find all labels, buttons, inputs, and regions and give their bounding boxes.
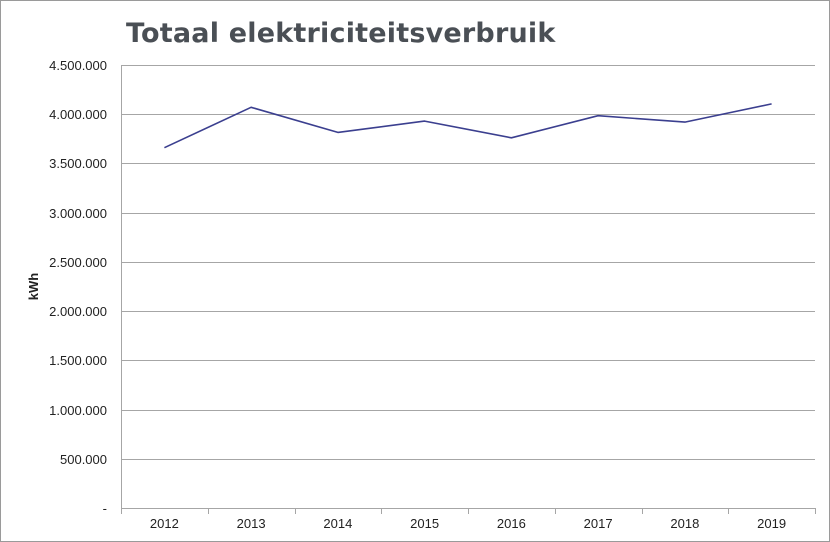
x-tick-label: 2013 — [237, 516, 266, 531]
data-point — [422, 119, 427, 124]
y-axis-label: kWh — [26, 273, 41, 301]
y-tick-label: 1.000.000 — [49, 403, 107, 418]
x-tick-label: 2019 — [757, 516, 786, 531]
data-point — [769, 101, 774, 106]
x-tick-label: 2016 — [497, 516, 526, 531]
x-tick-label: 2018 — [670, 516, 699, 531]
x-tick-label: 2012 — [150, 516, 179, 531]
data-point — [162, 145, 167, 150]
y-tick-label: - — [103, 501, 107, 516]
y-tick-label: 3.500.000 — [49, 156, 107, 171]
y-tick-label: 2.500.000 — [49, 255, 107, 270]
y-tick-label: 3.000.000 — [49, 206, 107, 221]
series-line — [164, 103, 772, 149]
x-tick-label: 2015 — [410, 516, 439, 531]
chart-title: Totaal elektriciteitsverbruik — [126, 18, 556, 49]
y-tick-label: 4.000.000 — [49, 107, 107, 122]
x-tick-label: 2017 — [584, 516, 613, 531]
data-point — [249, 105, 254, 110]
data-point — [335, 130, 340, 135]
x-tick-label: 2014 — [323, 516, 352, 531]
y-tick-label: 2.000.000 — [49, 304, 107, 319]
y-tick-label: 1.500.000 — [49, 353, 107, 368]
data-point — [682, 120, 687, 125]
y-tick-label: 500.000 — [60, 452, 107, 467]
y-tick-label: 4.500.000 — [49, 58, 107, 73]
data-point — [596, 113, 601, 118]
data-point — [509, 135, 514, 140]
